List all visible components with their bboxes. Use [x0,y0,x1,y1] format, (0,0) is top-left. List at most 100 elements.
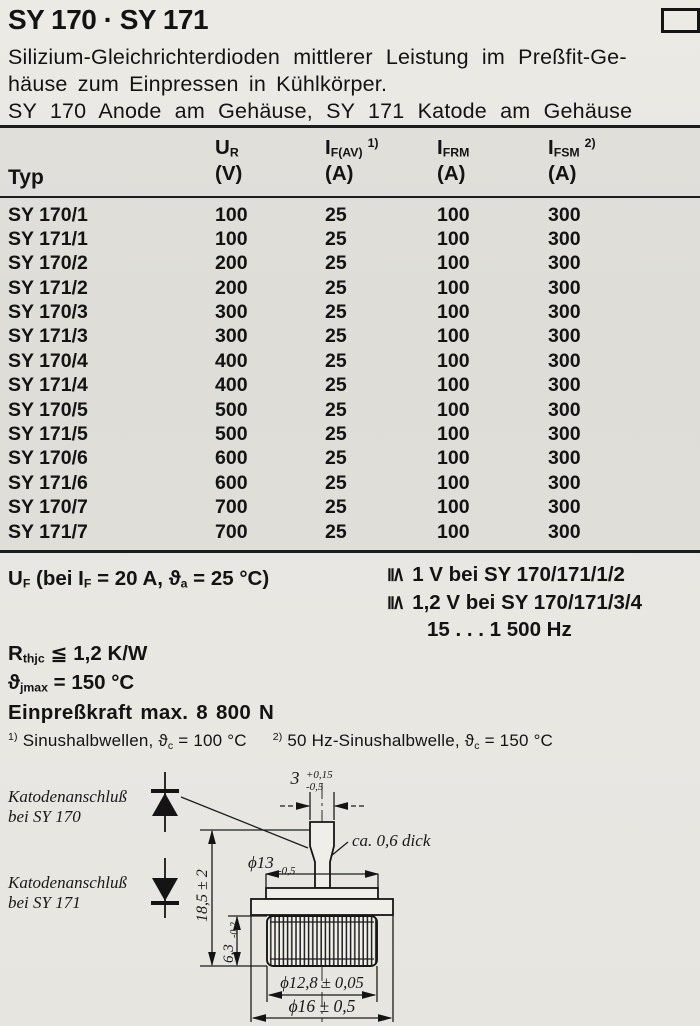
label-bei-sy170: bei SY 170 [8,807,81,826]
less-equal-icon: ≦ [385,593,409,611]
ifrm-cell: 100 [437,447,470,470]
description-line: Silizium-Gleichrichterdioden mittlerer L… [8,45,627,69]
ur-cell: 200 [215,252,248,275]
dim-pin-width: 3 [290,768,300,788]
dim-height-overall: 18,5 ± 2 [194,869,211,922]
dim-pin-tol-plus: +0,15 [306,769,333,781]
spec-tjmax: ϑjmax = 150 °C [8,671,134,695]
type-cell: SY 171/1 [8,227,88,250]
description-line: SY 170 Anode am Gehäuse, SY 171 Katode a… [8,99,633,123]
corner-rectangle-icon [661,8,700,33]
text: (bei I [30,567,84,590]
ifsm-cell: 300 [548,325,581,348]
subscript: F [83,576,92,591]
ifav-cell: 25 [325,252,347,275]
dim-diameter-13-tol: -0,5 [278,865,296,877]
ifav-cell: 25 [325,496,347,519]
spec-rthjc: Rthjc ≦ 1,2 K/W [8,641,147,666]
footnote-value: = 150 °C [479,731,554,750]
ifrm-cell: 100 [437,471,470,494]
col-header-ifrm: IFRM (A) [437,136,469,186]
col-header-ur: UR (V) [215,136,242,186]
type-cell: SY 170/3 [8,301,88,324]
ur-cell: 300 [215,301,248,324]
ifsm-cell: 300 [548,227,581,250]
footnote-text: 50 Hz-Sinushalbwelle, ϑ [282,731,475,750]
type-cell: SY 170/1 [8,203,88,226]
label-katodenanschluss-sy170: Katodenanschluß [7,787,127,806]
symbol: I [325,136,331,159]
ifsm-cell: 300 [548,301,581,324]
top-step [265,887,379,900]
table-row: SY 170/6 600 25 100 300 [0,447,700,471]
ur-cell: 700 [215,496,248,519]
theta-symbol: ϑ [168,567,181,590]
table-row: SY 171/4 400 25 100 300 [0,374,700,398]
table-row: SY 170/2 200 25 100 300 [0,252,700,276]
ifav-cell: 25 [325,227,347,250]
ifsm-cell: 300 [548,471,581,494]
description: Silizium-Gleichrichterdioden mittlerer L… [8,44,696,125]
table-row: SY 171/7 700 25 100 300 [0,521,700,545]
type-cell: SY 170/6 [8,447,88,470]
ifav-cell: 25 [325,520,347,543]
ifav-cell: 25 [325,349,347,372]
flange [250,898,394,916]
uf-symbol: U [8,567,23,590]
diode-symbol-sy170 [151,772,179,832]
value: = 150 °C [47,671,135,694]
ifsm-cell: 300 [548,349,581,372]
ifrm-cell: 100 [437,374,470,397]
less-equal-icon: ≦ [385,566,409,584]
ifrm-cell: 100 [437,301,470,324]
text: = 20 A, [91,567,169,590]
symbol: I [548,136,554,159]
diode-symbol-sy171 [151,858,179,918]
col-header-ifav: IF(AV) 1) (A) [325,136,379,186]
dim-diameter-12-8: ϕ12,8 ± 0,05 [280,973,364,992]
ur-cell: 100 [215,203,248,226]
ur-cell: 200 [215,276,248,299]
ifav-cell: 25 [325,276,347,299]
subscript: F [22,576,31,591]
ur-cell: 600 [215,471,248,494]
ur-cell: 100 [215,227,248,250]
footnote-marker: 1) [8,731,18,744]
subscript: FRM [442,145,470,160]
value: ≦ 1,2 K/W [44,642,148,665]
ur-cell: 400 [215,349,248,372]
ur-cell: 700 [215,520,248,543]
symbol: U [215,136,230,159]
description-line: häuse zum Einpressen in Kühlkörper. [8,72,388,96]
type-cell: SY 171/4 [8,374,88,397]
ifsm-cell: 300 [548,447,581,470]
footnote-ref: 1) [367,136,379,151]
table-row: SY 171/5 500 25 100 300 [0,423,700,447]
col-header-ifsm: IFSM 2) (A) [548,136,596,186]
uf-condition: UF (bei IF = 20 A, ϑa = 25 °C) [8,567,269,591]
ur-cell: 500 [215,423,248,446]
subscript: c [167,740,174,753]
knurled-body [266,915,378,967]
ifav-cell: 25 [325,325,347,348]
text: = 25 °C) [187,567,270,590]
table-row: SY 171/2 200 25 100 300 [0,277,700,301]
footnote-value: = 100 °C [173,731,247,750]
subscript: a [180,576,188,591]
uf-limit-line-1: ≦ 1 V bei SY 170/171/1/2 [385,561,642,589]
ifsm-cell: 300 [548,520,581,543]
ifsm-cell: 300 [548,374,581,397]
table-row: SY 170/7 700 25 100 300 [0,496,700,520]
ifav-cell: 25 [325,447,347,470]
table-header: Typ UR (V) IF(AV)1) (A) IFRM (A) IFSM2) … [0,134,700,194]
unit: (A) [548,162,577,185]
table-row: SY 170/3 300 25 100 300 [0,301,700,325]
uf-limit-line-2: ≦ 1,2 V bei SY 170/171/3/4 [385,589,642,617]
package-drawing: Katodenanschluß bei SY 170 Katodenanschl… [7,768,431,1022]
ifav-cell: 25 [325,471,347,494]
ifsm-cell: 300 [548,496,581,519]
subscript: c [474,740,480,753]
table-row: SY 170/1 100 25 100 300 [0,204,700,228]
type-cell: SY 171/3 [8,325,88,348]
